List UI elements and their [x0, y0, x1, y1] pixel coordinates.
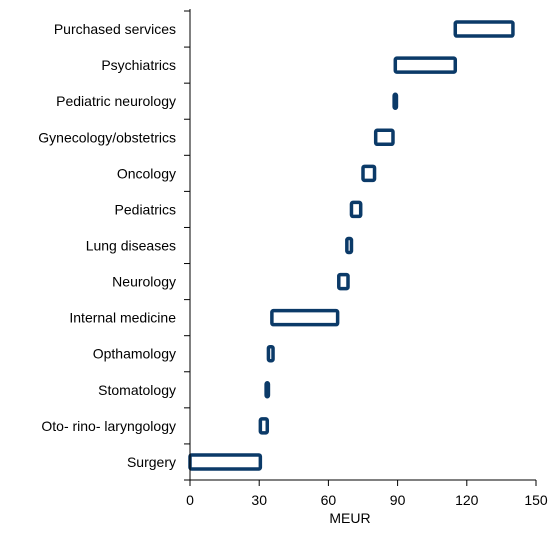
category-label-11: Oto- rino- laryngology: [41, 418, 176, 434]
bar-9: [266, 344, 275, 363]
category-label-12: Surgery: [127, 454, 176, 470]
category-label-7: Neurology: [112, 274, 176, 290]
x-tick-label-3: 90: [390, 492, 406, 508]
bars-layer: [188, 20, 515, 471]
category-label-3: Gynecology/obstetrics: [38, 129, 176, 145]
category-label-4: Oncology: [117, 165, 176, 181]
bar-4: [361, 164, 377, 183]
bar-6: [345, 236, 354, 255]
bar-5: [349, 200, 363, 219]
bar-7: [337, 272, 350, 291]
category-label-1: Psychiatrics: [101, 57, 176, 73]
category-label-10: Stomatology: [98, 382, 176, 398]
category-labels: Purchased services Psychiatrics Pediatric …: [38, 21, 176, 470]
category-label-8: Internal medicine: [69, 310, 176, 326]
category-label-2: Pediatric neurology: [56, 93, 176, 109]
bar-11: [258, 417, 270, 435]
x-tick-label-0: 0: [186, 492, 194, 508]
bar-0: [453, 20, 515, 38]
bar-3: [373, 128, 395, 147]
x-tick-label-2: 60: [321, 492, 337, 508]
axes-layer: 0 30 60 90 120 150: [184, 9, 548, 508]
category-label-5: Pediatrics: [115, 201, 176, 217]
category-label-6: Lung diseases: [86, 238, 176, 254]
bar-2: [392, 92, 399, 110]
x-tick-label-5: 150: [524, 492, 548, 508]
x-axis-title: MEUR: [329, 510, 370, 526]
x-tick-label-4: 120: [455, 492, 479, 508]
bar-12: [188, 453, 263, 471]
category-label-9: Opthamology: [93, 346, 176, 362]
category-label-0: Purchased services: [54, 21, 176, 37]
bar-8: [270, 308, 340, 327]
x-tick-label-1: 30: [251, 492, 267, 508]
bar-10: [264, 381, 271, 399]
bar-1: [393, 56, 458, 74]
